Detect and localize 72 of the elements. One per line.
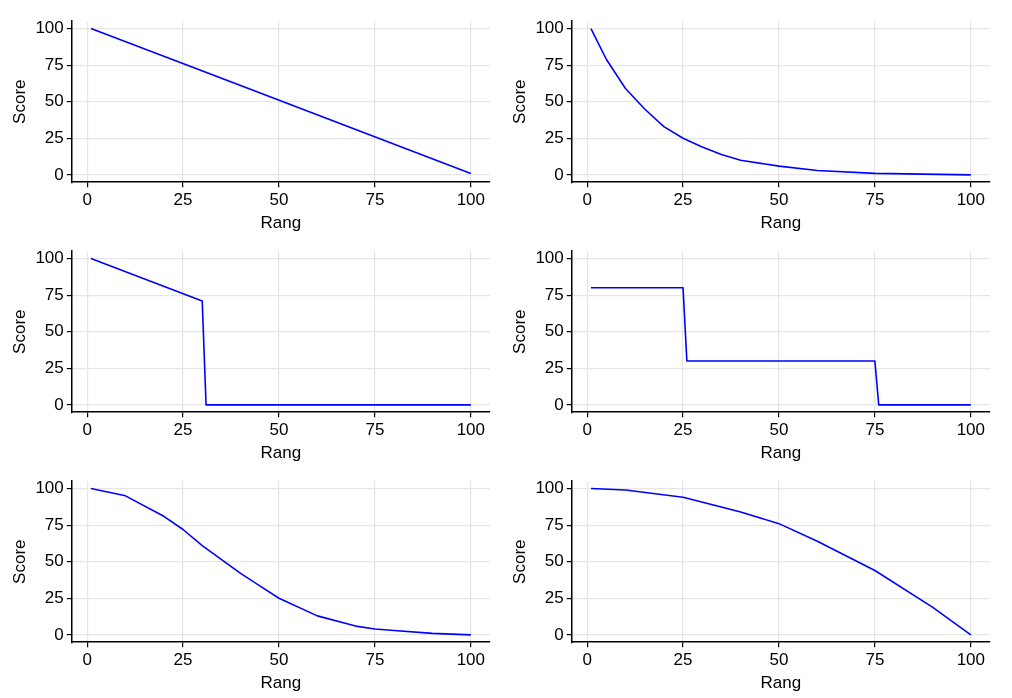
- y-tick-label: 50: [44, 321, 64, 341]
- y-tick-label: 50: [544, 91, 564, 111]
- y-tick-label: 75: [544, 514, 564, 534]
- x-tick-label: 0: [82, 650, 92, 670]
- x-tick-label: 100: [956, 650, 985, 670]
- x-tick-label: 0: [582, 420, 592, 440]
- x-tick-label: 0: [82, 190, 92, 210]
- y-tick-label: 100: [35, 18, 64, 38]
- x-tick-label: 100: [956, 420, 985, 440]
- x-tick-label: 25: [673, 650, 693, 670]
- x-tick-label: 0: [582, 650, 592, 670]
- y-tick-label: 100: [535, 478, 564, 498]
- x-tick-label: 25: [673, 420, 693, 440]
- y-tick-label: 100: [535, 248, 564, 268]
- x-tick-label: 75: [865, 190, 885, 210]
- y-axis-title: Score: [509, 79, 529, 124]
- x-axis-title: Rang: [260, 213, 302, 233]
- y-tick-label: 0: [554, 394, 564, 414]
- x-axis-title: Rang: [260, 443, 302, 463]
- y-tick-label: 25: [44, 127, 64, 147]
- x-axis-title: Rang: [760, 443, 802, 463]
- y-tick-label: 100: [35, 478, 64, 498]
- x-tick-label: 75: [865, 650, 885, 670]
- y-tick-label: 0: [54, 164, 64, 184]
- x-tick-label: 50: [269, 650, 289, 670]
- x-tick-label: 100: [456, 190, 485, 210]
- y-tick-label: 50: [44, 91, 64, 111]
- y-tick-label: 25: [544, 587, 564, 607]
- y-tick-label: 75: [44, 514, 64, 534]
- x-axis-title: Rang: [760, 213, 802, 233]
- x-tick-label: 50: [269, 190, 289, 210]
- x-tick-label: 100: [456, 420, 485, 440]
- y-tick-label: 25: [44, 587, 64, 607]
- x-axis-title: Rang: [260, 673, 302, 693]
- y-tick-label: 0: [54, 624, 64, 644]
- y-axis-title: Score: [9, 539, 29, 584]
- x-tick-label: 25: [173, 650, 193, 670]
- y-axis-title: Score: [509, 539, 529, 584]
- y-tick-label: 25: [544, 357, 564, 377]
- x-tick-label: 75: [865, 420, 885, 440]
- y-tick-label: 0: [554, 164, 564, 184]
- y-tick-label: 0: [54, 394, 64, 414]
- x-tick-label: 0: [82, 420, 92, 440]
- x-tick-label: 0: [582, 190, 592, 210]
- x-tick-label: 75: [365, 420, 385, 440]
- x-axis-title: Rang: [760, 673, 802, 693]
- x-tick-label: 50: [769, 190, 789, 210]
- y-tick-label: 75: [44, 284, 64, 304]
- x-tick-label: 25: [173, 190, 193, 210]
- y-tick-label: 50: [544, 321, 564, 341]
- x-tick-label: 25: [173, 420, 193, 440]
- y-axis-title: Score: [9, 79, 29, 124]
- y-tick-label: 100: [535, 18, 564, 38]
- y-tick-label: 75: [544, 54, 564, 74]
- y-tick-label: 25: [44, 357, 64, 377]
- x-tick-label: 50: [269, 420, 289, 440]
- x-tick-label: 75: [365, 650, 385, 670]
- x-tick-label: 25: [673, 190, 693, 210]
- y-axis-title: Score: [9, 309, 29, 354]
- x-tick-label: 75: [365, 190, 385, 210]
- x-tick-label: 50: [769, 650, 789, 670]
- y-tick-label: 50: [44, 551, 64, 571]
- y-tick-label: 75: [44, 54, 64, 74]
- x-tick-label: 50: [769, 420, 789, 440]
- y-axis-title: Score: [509, 309, 529, 354]
- y-tick-label: 50: [544, 551, 564, 571]
- y-tick-label: 25: [544, 127, 564, 147]
- y-tick-label: 75: [544, 284, 564, 304]
- y-tick-label: 0: [554, 624, 564, 644]
- y-tick-label: 100: [35, 248, 64, 268]
- x-tick-label: 100: [956, 190, 985, 210]
- x-tick-label: 100: [456, 650, 485, 670]
